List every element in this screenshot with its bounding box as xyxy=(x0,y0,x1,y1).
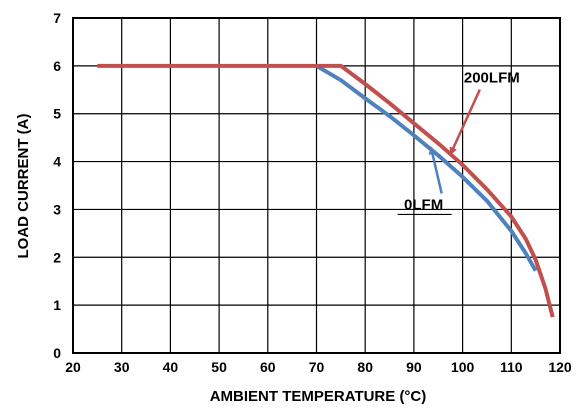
series-lines xyxy=(97,63,555,318)
x-tick-label: 120 xyxy=(548,359,572,375)
annotation-label-200lfm: 200LFM xyxy=(464,70,520,87)
x-axis-label: AMBIENT TEMPERATURE (°C) xyxy=(210,388,427,405)
x-tick-label: 90 xyxy=(406,359,422,375)
annotations: 200LFM 0LFM xyxy=(397,70,520,216)
x-tick-label: 30 xyxy=(114,359,130,375)
tick-labels: 20 30 40 50 60 70 80 90 100 110 120 0 1 2 3 4 5 6 7 xyxy=(53,10,572,375)
series-line-200lfm xyxy=(97,63,555,318)
annotation-arrow-200lfm xyxy=(449,89,481,156)
grid xyxy=(72,17,561,354)
x-tick-label: 40 xyxy=(163,359,179,375)
x-tick-label: 110 xyxy=(500,359,523,375)
x-tick-label: 50 xyxy=(211,359,227,375)
y-tick-label: 1 xyxy=(53,297,61,313)
x-tick-label: 70 xyxy=(309,359,325,375)
y-axis-label: LOAD CURRENT (A) xyxy=(15,114,32,259)
y-tick-label: 7 xyxy=(53,10,61,26)
plot-frame xyxy=(72,17,561,354)
y-tick-label: 4 xyxy=(53,154,61,170)
x-tick-label: 80 xyxy=(357,359,373,375)
y-tick-label: 3 xyxy=(53,201,61,217)
annotation-arrow-0lfm xyxy=(428,146,443,194)
x-tick-label: 20 xyxy=(65,359,81,375)
y-tick-label: 6 xyxy=(53,58,61,74)
annotation-label-0lfm: 0LFM xyxy=(404,196,443,213)
series-line-0lfm xyxy=(315,64,538,272)
x-tick-label: 60 xyxy=(260,359,276,375)
y-tick-label: 2 xyxy=(53,249,61,265)
x-tick-label: 100 xyxy=(451,359,475,375)
y-tick-label: 5 xyxy=(53,106,61,122)
y-tick-label: 0 xyxy=(53,345,61,361)
